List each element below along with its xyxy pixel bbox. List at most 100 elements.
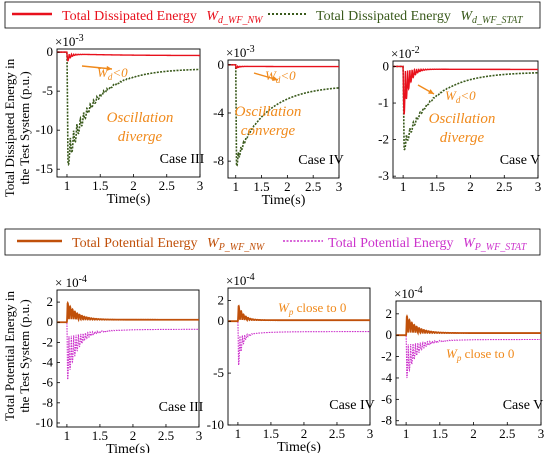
x-axis-label: Time(s) xyxy=(106,442,150,453)
x-tick-label: 2.5 xyxy=(499,426,515,441)
bottom-legend: Total Potential Energy WP_WF_NW Total Po… xyxy=(4,228,541,256)
x-tick-label: 2.5 xyxy=(158,428,174,443)
annotation-text: Oscillation xyxy=(235,104,302,120)
y-tick-label: 0 xyxy=(47,44,54,59)
x-tick-label: 2 xyxy=(130,178,137,193)
y-tick-label: -2 xyxy=(381,349,392,364)
bottom-legend-box xyxy=(4,228,541,256)
x-tick-label: 3 xyxy=(196,428,203,443)
y-tick-label: 2 xyxy=(218,292,225,307)
y-tick-label: -5 xyxy=(42,83,53,98)
annotation-arrowhead xyxy=(106,65,112,72)
y-tick-label: -1 xyxy=(378,95,389,110)
annotation-text: Wp close to 0 xyxy=(278,300,346,317)
series-line-wp-stat xyxy=(228,320,370,366)
series-line-wd-nw xyxy=(57,51,200,62)
x-tick-label: 1.5 xyxy=(253,179,269,194)
x-tick-label: 1 xyxy=(400,179,407,194)
annotation-text: Wd<0 xyxy=(97,65,128,82)
y-tick-label: 2 xyxy=(386,306,393,321)
y-tick-label: -4 xyxy=(213,105,224,120)
x-axis-label: Time(s) xyxy=(107,192,151,207)
y-tick-label: 0 xyxy=(383,58,390,73)
y-tick-label: -10 xyxy=(207,417,224,432)
plot-frame xyxy=(227,287,371,426)
case-label: Case IV xyxy=(329,398,375,413)
top-ylabel-line1: Total Dissipated Energy in xyxy=(2,58,17,197)
y-tick-label: -6 xyxy=(42,375,53,390)
x-tick-label: 2.5 xyxy=(329,426,345,441)
chart-p5: 1 1.5 2 2.5 3 2 0 -2 -4 -6 -8 ×10-4 Case V Wp close t… xyxy=(381,285,544,441)
y-tick-label: -2 xyxy=(378,132,389,147)
top-ylabel-line2: the Test System (p.u.) xyxy=(17,71,32,184)
case-label: Case III xyxy=(160,152,205,167)
plot-frame xyxy=(227,59,340,179)
annotation-text: Oscillation xyxy=(107,110,174,126)
x-axis-label: Time(s) xyxy=(277,440,321,453)
series-line-wd-nw xyxy=(228,64,339,69)
y-tick-label: -15 xyxy=(36,161,53,176)
y-tick-label: 0 xyxy=(47,314,54,329)
y-tick-label: -8 xyxy=(381,413,392,428)
series-line-wp-stat xyxy=(57,321,199,380)
x-tick-label: 2 xyxy=(130,428,137,443)
x-tick-label: 3 xyxy=(197,178,204,193)
y-tick-label: -5 xyxy=(213,365,224,380)
exponent-label: ×10-2 xyxy=(391,45,420,61)
case-label: Case IV xyxy=(298,153,344,168)
x-tick-label: 1 xyxy=(64,428,71,443)
y-tick-label: -2 xyxy=(42,334,53,349)
y-tick-label: 2 xyxy=(47,294,54,309)
y-tick-label: -8 xyxy=(42,395,53,410)
plot-frame xyxy=(392,60,539,179)
x-tick-label: 3 xyxy=(535,179,542,194)
series-line-wd-stat xyxy=(393,65,538,151)
case-label: Case V xyxy=(500,153,541,168)
case-label: Case III xyxy=(159,400,204,415)
x-tick-label: 1 xyxy=(232,179,239,194)
chart-d5: 1 1.5 2 2.5 3 0 -1 -2 -3 ×10-2 Case V Wd<0 Oscillati… xyxy=(378,45,541,194)
annotation-text: diverge xyxy=(118,129,163,145)
y-tick-label: 0 xyxy=(218,57,225,72)
series-line-wp-nw xyxy=(396,314,541,337)
x-tick-label: 1 xyxy=(235,426,242,441)
x-axis-label: Time(s) xyxy=(262,193,306,208)
series-line-wd-stat xyxy=(57,51,201,167)
y-tick-label: -10 xyxy=(36,415,53,430)
top-legend: Total Dissipated Energy Wd_WF_NW Total D… xyxy=(4,1,541,29)
annotation-text: diverge xyxy=(440,130,485,146)
x-tick-label: 2 xyxy=(470,426,477,441)
x-tick-label: 2 xyxy=(301,426,308,441)
exponent-label: ×10-3 xyxy=(226,44,255,60)
exponent-label: ×10-4 xyxy=(394,285,423,301)
chart-d3: 1 1.5 2 2.5 3 0 -5 -10 -15 ×10-3 Case III Time(s) Wd… xyxy=(36,33,205,207)
x-tick-label: 2 xyxy=(284,179,291,194)
y-tick-label: -4 xyxy=(381,370,392,385)
bottom-ylabel-line1: Total Potential Energy in xyxy=(2,291,17,421)
y-tick-label: 0 xyxy=(386,327,393,342)
series-line-wp-nw xyxy=(228,304,370,323)
x-tick-label: 2 xyxy=(467,179,474,194)
x-tick-label: 3 xyxy=(336,179,343,194)
annotation-text: Wd<0 xyxy=(265,68,296,85)
y-tick-label: -10 xyxy=(36,122,53,137)
exponent-label: ×10-4 xyxy=(226,272,255,288)
x-tick-label: 1.5 xyxy=(92,178,108,193)
y-tick-label: -8 xyxy=(213,153,224,168)
annotation-text: Oscillation xyxy=(429,111,496,127)
y-tick-label: -4 xyxy=(42,355,53,370)
x-tick-label: 1 xyxy=(64,178,71,193)
annotation-text: Wp close to 0 xyxy=(446,346,514,363)
annotation-text: Wd<0 xyxy=(445,88,476,105)
x-tick-label: 1.5 xyxy=(432,426,448,441)
plot-frame xyxy=(56,48,201,178)
exponent-label: × 10-4 xyxy=(55,274,87,290)
y-tick-label: -6 xyxy=(381,391,392,406)
legend-label-wd-nw: Total Dissipated Energy Wd_WF_NW xyxy=(62,9,264,26)
x-tick-label: 1.5 xyxy=(92,428,108,443)
case-label: Case V xyxy=(503,398,544,413)
series-line-wp-stat xyxy=(396,334,541,379)
legend-label-wp-stat: Total Potential Energy WP_WF_STAT xyxy=(328,236,528,253)
x-tick-label: 1 xyxy=(403,426,410,441)
